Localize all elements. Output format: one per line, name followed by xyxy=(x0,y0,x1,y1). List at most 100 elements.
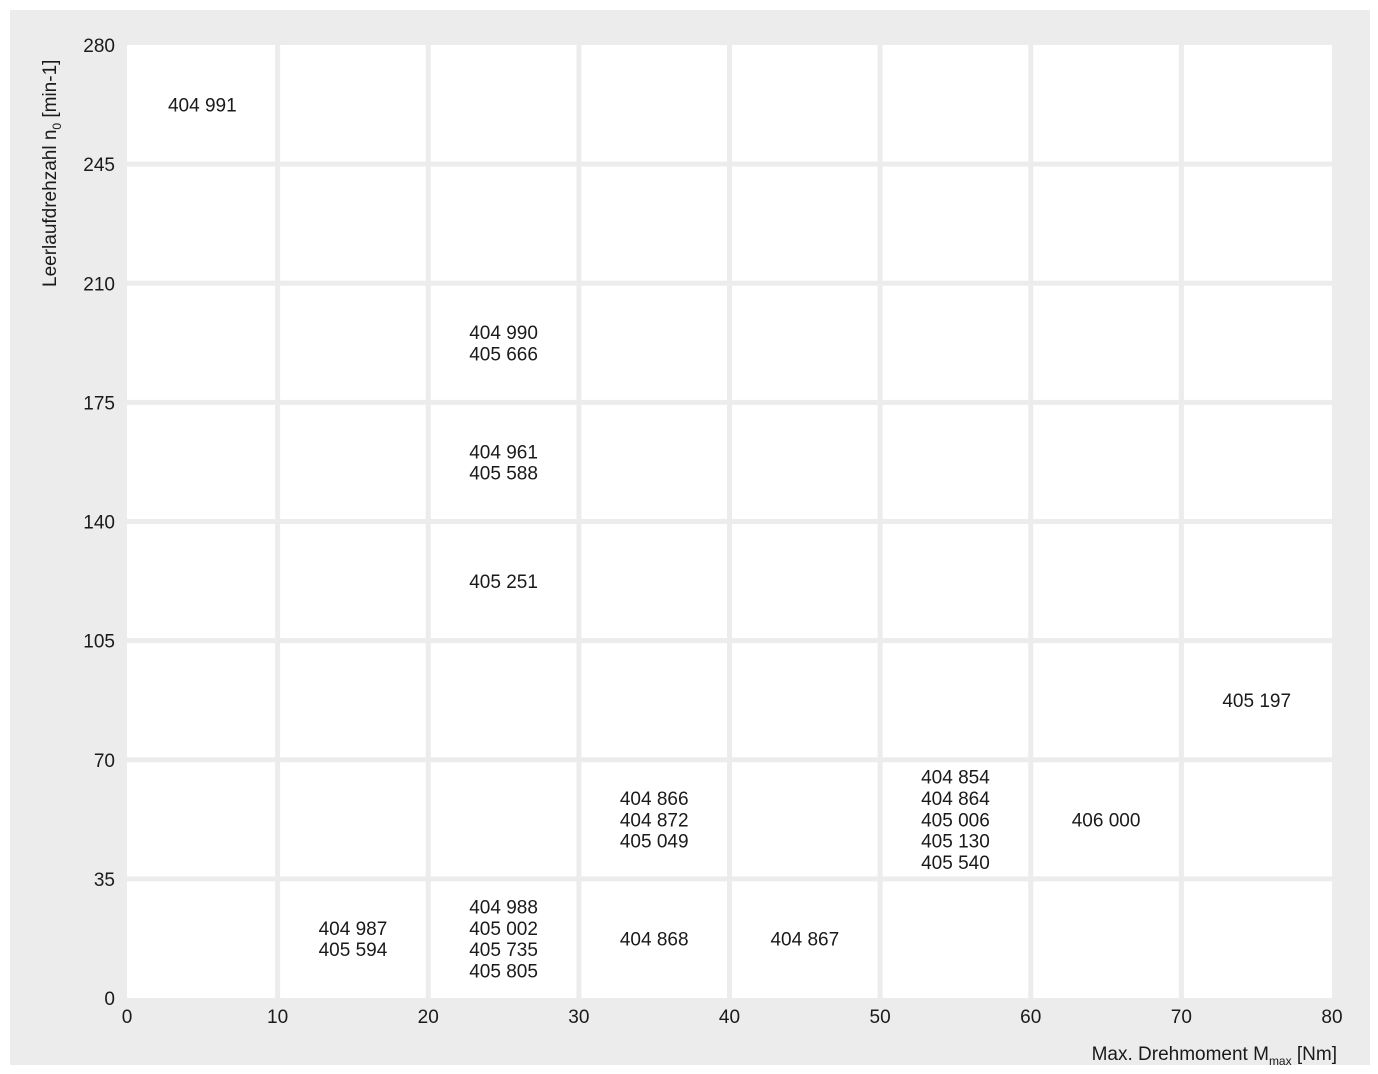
cell-label: 405 002 xyxy=(469,919,538,940)
grid-cell xyxy=(127,285,276,400)
grid-cell xyxy=(732,881,878,998)
grid-cell xyxy=(1033,643,1179,758)
cell-label: 405 006 xyxy=(921,810,990,831)
grid-cell xyxy=(430,285,577,400)
grid-cell xyxy=(127,762,276,877)
grid-cell xyxy=(1033,45,1179,162)
grid-cell xyxy=(882,45,1029,162)
grid-cell xyxy=(430,881,577,998)
grid-cell xyxy=(280,643,426,758)
grid-cell xyxy=(581,166,727,281)
grid-cell xyxy=(882,285,1029,400)
grid-cell xyxy=(581,285,727,400)
y-tick-label: 0 xyxy=(104,989,115,1010)
grid-cell xyxy=(882,524,1029,639)
x-axis-label: Max. Drehmoment Mmax [Nm] xyxy=(1092,1044,1337,1068)
x-tick-label: 30 xyxy=(568,1007,589,1028)
cell-label: 405 049 xyxy=(620,832,689,853)
cell-label: 404 866 xyxy=(620,789,689,810)
y-tick-label: 280 xyxy=(83,36,115,57)
y-tick-label: 70 xyxy=(94,751,115,772)
grid-cell xyxy=(1033,404,1179,519)
grid-cell xyxy=(280,166,426,281)
x-tick-label: 40 xyxy=(719,1007,740,1028)
grid-cell xyxy=(882,643,1029,758)
grid-cell xyxy=(732,285,878,400)
grid-cells xyxy=(127,45,1332,998)
y-axis-ticks: 0 35 70 105 140 175 210 245 280 xyxy=(83,36,115,1010)
grid-cell xyxy=(581,524,727,639)
y-tick-label: 140 xyxy=(83,513,115,534)
grid-cell xyxy=(430,643,577,758)
cell-label: 405 130 xyxy=(921,832,990,853)
cell-label: 404 864 xyxy=(921,789,990,810)
y-tick-label: 210 xyxy=(83,274,115,295)
grid-cell xyxy=(732,404,878,519)
x-tick-label: 80 xyxy=(1321,1007,1342,1028)
grid-cell xyxy=(1183,643,1332,758)
grid-cell xyxy=(1033,881,1179,998)
cell-label: 405 666 xyxy=(469,344,538,365)
grid-cell xyxy=(1183,881,1332,998)
grid-cell xyxy=(127,881,276,998)
grid-cell xyxy=(1183,762,1332,877)
x-tick-label: 0 xyxy=(122,1007,133,1028)
x-tick-label: 50 xyxy=(870,1007,891,1028)
grid-cell xyxy=(1033,762,1179,877)
grid-cell xyxy=(882,762,1029,877)
grid-cell xyxy=(581,404,727,519)
grid-cell xyxy=(280,524,426,639)
grid-cell xyxy=(280,45,426,162)
grid-cell xyxy=(280,762,426,877)
grid-cell xyxy=(732,643,878,758)
cell-label: 404 988 xyxy=(469,897,538,918)
y-axis-label: Leerlaufdrehzahl n0 [min-1] xyxy=(40,60,64,287)
grid-cell xyxy=(882,404,1029,519)
x-axis-ticks: 0 10 20 30 40 50 60 70 80 xyxy=(122,1007,1343,1028)
cell-label: 405 197 xyxy=(1222,691,1291,712)
y-tick-label: 245 xyxy=(83,155,115,176)
grid-cell xyxy=(732,524,878,639)
grid-cell xyxy=(581,881,727,998)
grid-cell xyxy=(581,45,727,162)
grid-cell xyxy=(127,404,276,519)
grid-cell xyxy=(1183,285,1332,400)
grid-cell xyxy=(127,166,276,281)
cell-label: 404 867 xyxy=(770,929,839,950)
grid-cell xyxy=(882,881,1029,998)
grid-cell xyxy=(1183,404,1332,519)
cell-label: 404 990 xyxy=(469,323,538,344)
grid-cell xyxy=(732,45,878,162)
y-tick-label: 105 xyxy=(83,632,115,653)
grid-cell xyxy=(127,45,276,162)
cell-label: 405 588 xyxy=(469,464,538,485)
grid-cell xyxy=(430,762,577,877)
cell-label: 404 991 xyxy=(168,96,237,117)
grid-cell xyxy=(1033,285,1179,400)
grid-cell xyxy=(127,524,276,639)
cell-label: 404 961 xyxy=(469,442,538,463)
y-tick-label: 35 xyxy=(94,870,115,891)
grid-cell xyxy=(280,285,426,400)
cell-label: 404 872 xyxy=(620,810,689,831)
cell-label: 405 735 xyxy=(469,940,538,961)
grid-cell xyxy=(280,404,426,519)
cell-label: 405 251 xyxy=(469,572,538,593)
cell-label: 406 000 xyxy=(1072,810,1141,831)
grid-cell xyxy=(430,524,577,639)
x-tick-label: 70 xyxy=(1171,1007,1192,1028)
grid-cell xyxy=(732,762,878,877)
cell-label: 405 594 xyxy=(319,940,388,961)
cell-label: 404 868 xyxy=(620,929,689,950)
cell-label: 404 854 xyxy=(921,768,990,789)
grid-cell xyxy=(1033,524,1179,639)
grid-cell xyxy=(127,643,276,758)
y-tick-label: 175 xyxy=(83,393,115,414)
cell-label: 405 540 xyxy=(921,853,990,874)
grid-cell xyxy=(280,881,426,998)
grid-cell xyxy=(1183,166,1332,281)
x-tick-label: 20 xyxy=(418,1007,439,1028)
x-tick-label: 60 xyxy=(1020,1007,1041,1028)
